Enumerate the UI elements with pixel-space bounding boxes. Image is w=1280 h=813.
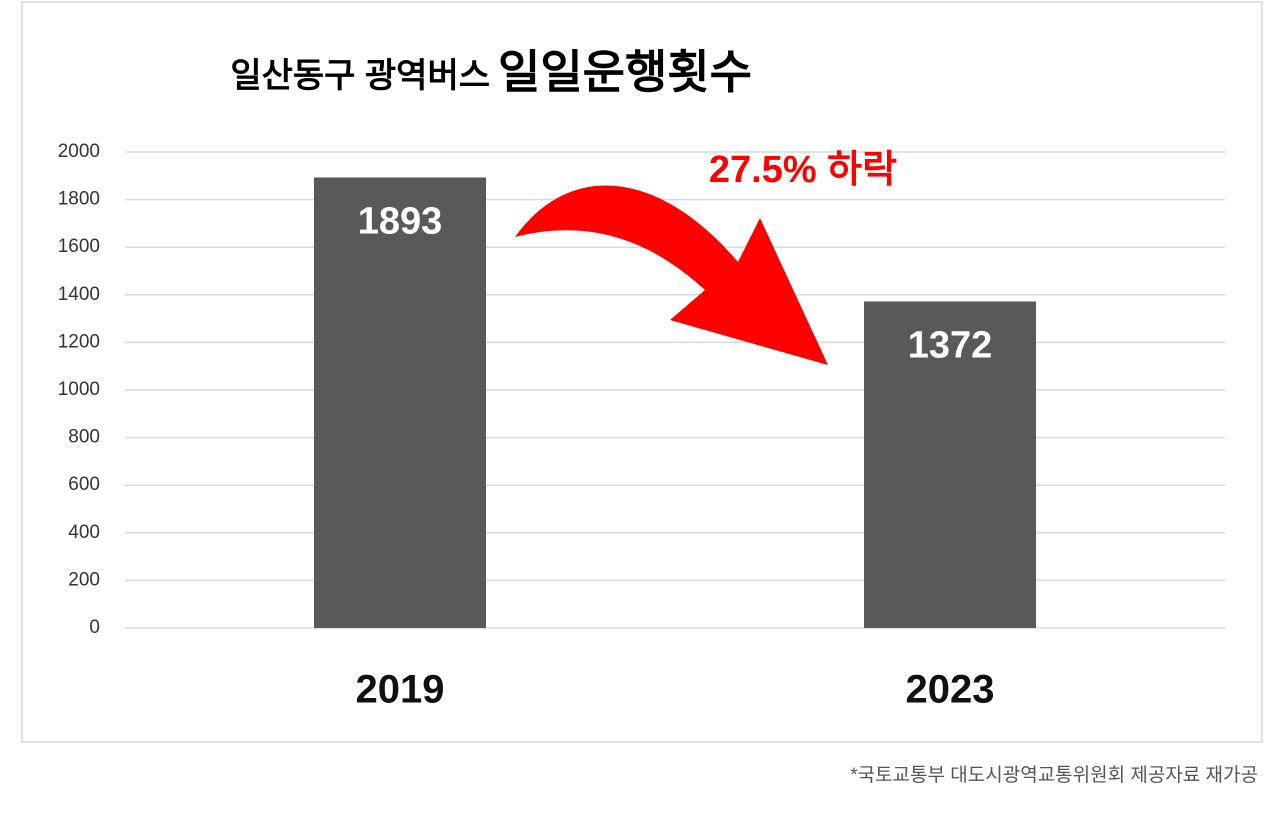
decline-arrow (515, 185, 828, 365)
plot-area: 0 200 400 600 800 1000 1200 1400 1600 1800 2000 201… (58, 141, 1225, 712)
y-tick-label: 800 (68, 427, 100, 448)
value-label: 1893 (358, 200, 443, 242)
chart-title: 일산동구 광역버스 (230, 57, 490, 95)
y-tick-label: 1600 (58, 236, 100, 257)
bar (864, 301, 1036, 628)
annotation: 27.5% 하락 (709, 149, 897, 191)
value-label: 1372 (908, 324, 993, 366)
x-tick-label: 2023 (906, 668, 995, 712)
y-tick-label: 0 (89, 617, 100, 638)
y-tick-label: 600 (68, 474, 100, 495)
source-note: *국토교통부 대도시광역교통위원회 제공자료 재가공 (850, 764, 1258, 786)
chart-title-emphasis: 일일운행횟수 (498, 46, 752, 98)
y-tick-label: 400 (68, 522, 100, 543)
x-tick-label: 2019 (356, 668, 445, 712)
y-tick-label: 2000 (58, 141, 100, 162)
chart-frame (21, 1, 1263, 743)
y-tick-label: 1800 (58, 189, 100, 210)
y-tick-label: 200 (68, 569, 100, 590)
y-tick-label: 1200 (58, 331, 100, 352)
bar (314, 177, 486, 628)
y-tick-label: 1000 (58, 379, 100, 400)
y-tick-label: 1400 (58, 284, 100, 305)
